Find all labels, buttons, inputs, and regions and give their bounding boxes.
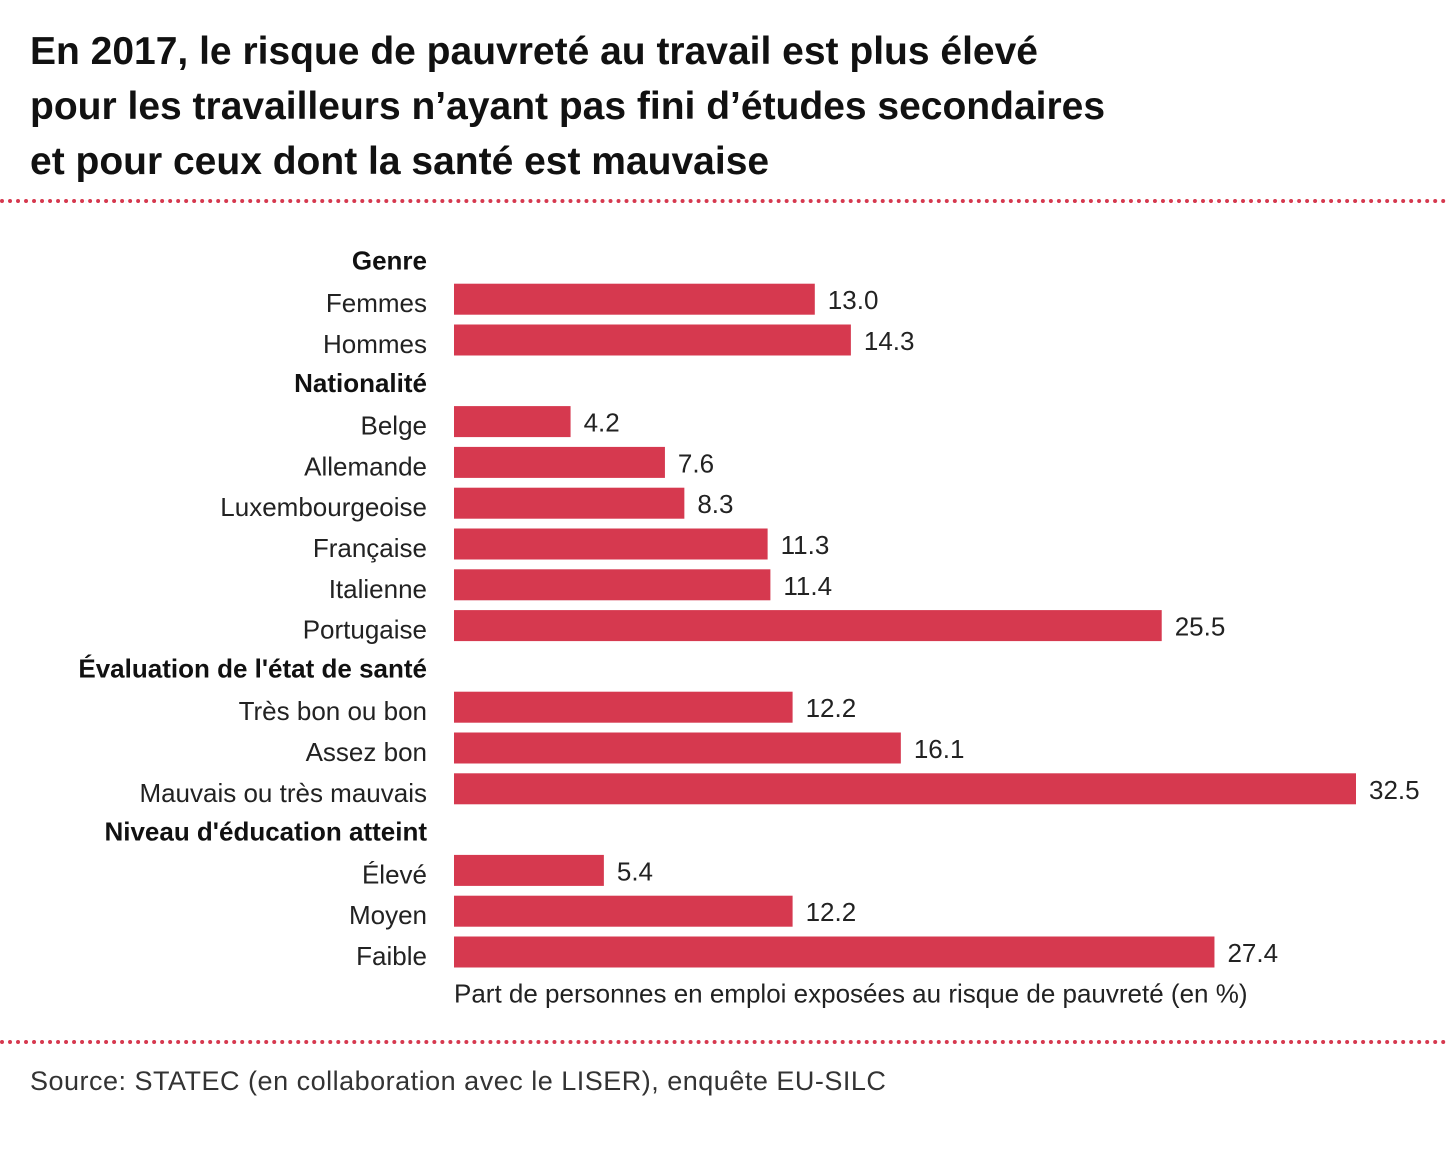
category-label: Faible [356, 941, 427, 971]
value-label: 11.4 [783, 571, 832, 601]
bar [454, 487, 685, 519]
value-label: 32.5 [1369, 775, 1420, 805]
bar [454, 324, 851, 356]
title-line-1: En 2017, le risque de pauvreté au travai… [30, 30, 1038, 73]
bar [454, 936, 1215, 968]
value-label: 12.2 [806, 897, 857, 927]
value-label: 13.0 [828, 285, 879, 315]
category-label: Mauvais ou très mauvais [139, 778, 427, 808]
value-label: 4.2 [584, 408, 620, 438]
value-label: 5.4 [617, 856, 653, 886]
group-heading: Genre [352, 245, 427, 275]
bar [454, 528, 768, 560]
bar [454, 406, 571, 438]
top-dotted-divider [0, 199, 1447, 203]
category-label: Assez bon [306, 737, 427, 767]
bar [454, 854, 604, 886]
title-line-3: et pour ceux dont la santé est mauvaise [30, 140, 770, 183]
bar [454, 610, 1162, 642]
category-label: Femmes [326, 288, 427, 318]
value-label: 25.5 [1175, 612, 1226, 642]
category-label: Luxembourgeoise [220, 492, 427, 522]
value-label: 7.6 [678, 448, 714, 478]
category-label: Très bon ou bon [239, 696, 427, 726]
bar [454, 283, 815, 315]
bar [454, 732, 901, 764]
category-label: Hommes [323, 329, 427, 359]
group-heading: Évaluation de l'état de santé [78, 653, 427, 683]
bar [454, 569, 771, 601]
value-label: 14.3 [864, 326, 915, 356]
category-label: Allemande [304, 451, 427, 481]
x-axis-label: Part de personnes en emploi exposées au … [454, 978, 1247, 1008]
category-label: Élevé [362, 859, 427, 889]
chart-title: En 2017, le risque de pauvreté au travai… [30, 24, 1410, 189]
group-heading: Niveau d'éducation atteint [104, 817, 427, 847]
value-label: 16.1 [914, 734, 965, 764]
bar-chart: Genre Femmes 13.0 Hommes 14.3 Nationalité Belg… [78, 245, 1420, 1008]
bar [454, 446, 665, 478]
value-label: 27.4 [1227, 938, 1278, 968]
category-label: Française [313, 533, 427, 563]
category-label: Italienne [329, 574, 427, 604]
bar [454, 691, 793, 723]
source-note: Source: STATEC (en collaboration avec le… [30, 1066, 887, 1096]
category-label: Portugaise [303, 615, 427, 645]
value-label: 8.3 [697, 489, 733, 519]
category-label: Moyen [349, 900, 427, 930]
value-label: 11.3 [781, 530, 830, 560]
bar [454, 895, 793, 927]
bar [454, 773, 1356, 805]
category-label: Belge [361, 411, 428, 441]
group-heading: Nationalité [294, 368, 427, 398]
bottom-dotted-divider [0, 1040, 1447, 1044]
title-line-2: pour les travailleurs n’ayant pas fini d… [30, 85, 1106, 128]
value-label: 12.2 [806, 693, 857, 723]
